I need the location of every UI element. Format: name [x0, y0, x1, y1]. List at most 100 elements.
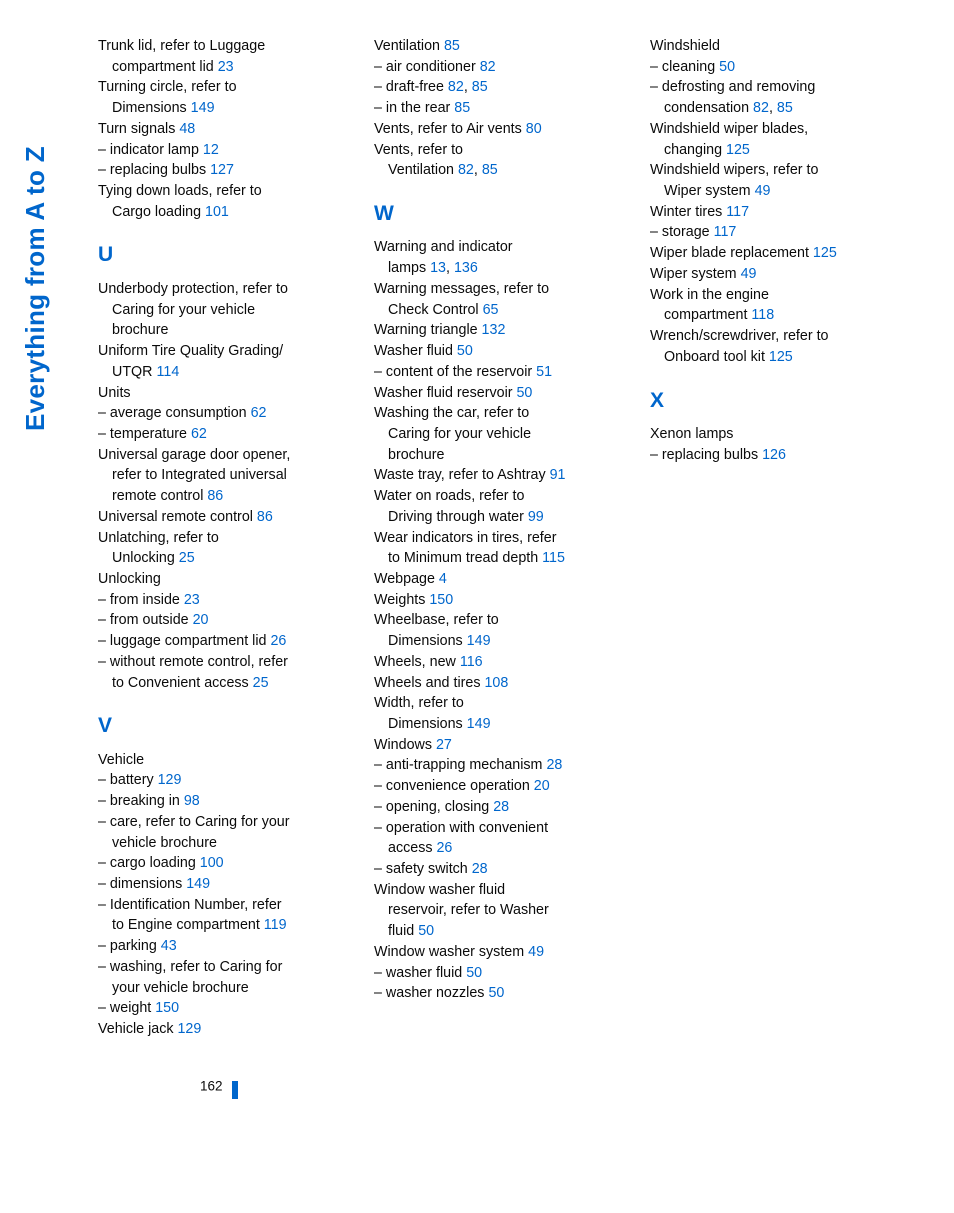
page-ref[interactable]: 49	[755, 183, 771, 199]
page-ref[interactable]: 50	[457, 343, 473, 359]
page-ref[interactable]: 25	[253, 675, 269, 691]
page-ref[interactable]: 100	[200, 855, 224, 871]
page-ref[interactable]: 28	[472, 861, 488, 877]
page-ref[interactable]: 50	[418, 923, 434, 939]
page-ref[interactable]: 98	[184, 793, 200, 809]
page-ref[interactable]: 99	[528, 509, 544, 525]
page-ref[interactable]: 132	[482, 322, 506, 338]
entry-text: – weight	[98, 1000, 155, 1016]
index-entry: – dimensions 149	[98, 874, 352, 895]
page-ref[interactable]: 115	[542, 550, 565, 566]
page-ref[interactable]: 82	[480, 59, 496, 75]
page-ref[interactable]: 91	[550, 467, 566, 483]
index-entry: Windshield wipers, refer to	[650, 160, 904, 181]
page-ref[interactable]: 149	[191, 100, 215, 116]
entry-text: Warning triangle	[374, 322, 482, 338]
index-entry: lamps 13, 136	[374, 258, 628, 279]
page-ref[interactable]: 50	[488, 985, 504, 1001]
page-ref[interactable]: 26	[270, 633, 286, 649]
page-ref[interactable]: 85	[444, 38, 460, 54]
page-ref[interactable]: 20	[193, 612, 209, 628]
page-ref[interactable]: 150	[155, 1000, 179, 1016]
page-ref[interactable]: 23	[218, 59, 234, 75]
page-ref[interactable]: 62	[191, 426, 207, 442]
page-ref[interactable]: 85	[777, 100, 793, 116]
page-ref[interactable]: 129	[158, 772, 182, 788]
page-ref[interactable]: 13	[430, 260, 446, 276]
page-ref[interactable]: 127	[210, 162, 234, 178]
page-ref[interactable]: 85	[472, 79, 488, 95]
entry-text: to Engine compartment	[112, 917, 264, 933]
page-ref[interactable]: 28	[546, 757, 562, 773]
page-ref[interactable]: 26	[436, 840, 452, 856]
page-ref[interactable]: 48	[179, 121, 195, 137]
page-ref[interactable]: 43	[161, 938, 177, 954]
page-ref[interactable]: 86	[257, 509, 273, 525]
page-ref[interactable]: 86	[207, 488, 223, 504]
page-ref[interactable]: 49	[528, 944, 544, 960]
page-ref[interactable]: 117	[714, 224, 737, 240]
page-ref[interactable]: 101	[205, 204, 229, 220]
page-ref[interactable]: 129	[177, 1021, 201, 1037]
page-ref[interactable]: 125	[769, 349, 793, 365]
page-ref[interactable]: 80	[526, 121, 542, 137]
page-ref[interactable]: 149	[467, 716, 491, 732]
entry-text: UTQR	[112, 364, 156, 380]
page-ref[interactable]: 119	[264, 917, 287, 933]
page-ref[interactable]: 108	[484, 675, 508, 691]
index-entry: – from outside 20	[98, 610, 352, 631]
page-ref[interactable]: 50	[466, 965, 482, 981]
page-ref[interactable]: 82	[458, 162, 474, 178]
index-letter-heading: W	[374, 199, 628, 229]
page-ref[interactable]: 50	[516, 385, 532, 401]
page-ref[interactable]: 149	[467, 633, 491, 649]
page-ref[interactable]: 118	[751, 307, 774, 323]
page-ref[interactable]: 27	[436, 737, 452, 753]
entry-text: Width, refer to	[374, 695, 464, 711]
entry-text: – cleaning	[650, 59, 719, 75]
entry-text: Turn signals	[98, 121, 179, 137]
index-entry: Unlatching, refer to	[98, 528, 352, 549]
page-ref[interactable]: 65	[483, 302, 499, 318]
page-ref[interactable]: 49	[741, 266, 757, 282]
page-ref[interactable]: 150	[429, 592, 453, 608]
entry-text: – Identification Number, refer	[98, 897, 282, 913]
index-letter-heading: X	[650, 386, 904, 416]
entry-text: access	[388, 840, 436, 856]
entry-text: Wheelbase, refer to	[374, 612, 499, 628]
page-ref[interactable]: 82	[448, 79, 464, 95]
index-entry: Wheels, new 116	[374, 652, 628, 673]
page-ref[interactable]: 82	[753, 100, 769, 116]
entry-text: Cargo loading	[112, 204, 205, 220]
page-ref[interactable]: 85	[454, 100, 470, 116]
entry-text: remote control	[112, 488, 207, 504]
page-ref-separator: ,	[474, 162, 482, 178]
page-ref[interactable]: 51	[536, 364, 552, 380]
page-ref[interactable]: 50	[719, 59, 735, 75]
index-entry: – care, refer to Caring for your	[98, 812, 352, 833]
page-ref[interactable]: 125	[813, 245, 837, 261]
page-ref[interactable]: 116	[460, 654, 483, 670]
entry-text: Caring for your vehicle	[112, 302, 255, 318]
page-ref[interactable]: 125	[726, 142, 750, 158]
entry-text: fluid	[388, 923, 418, 939]
index-entry: – battery 129	[98, 770, 352, 791]
page-ref[interactable]: 117	[726, 204, 749, 220]
page-ref[interactable]: 136	[454, 260, 478, 276]
page-ref[interactable]: 4	[439, 571, 447, 587]
page-ref[interactable]: 114	[156, 364, 179, 380]
page-ref[interactable]: 28	[493, 799, 509, 815]
entry-text: Vehicle jack	[98, 1021, 177, 1037]
index-entry: – indicator lamp 12	[98, 140, 352, 161]
page-ref[interactable]: 20	[534, 778, 550, 794]
page-ref[interactable]: 25	[179, 550, 195, 566]
page-ref[interactable]: 85	[482, 162, 498, 178]
entry-text: – washer fluid	[374, 965, 466, 981]
page-ref[interactable]: 149	[186, 876, 210, 892]
page-ref[interactable]: 23	[184, 592, 200, 608]
page-ref[interactable]: 126	[762, 447, 786, 463]
index-entry: – washer nozzles 50	[374, 983, 628, 1004]
entry-text: Uniform Tire Quality Grading/	[98, 343, 283, 359]
page-ref[interactable]: 62	[251, 405, 267, 421]
page-ref[interactable]: 12	[203, 142, 219, 158]
